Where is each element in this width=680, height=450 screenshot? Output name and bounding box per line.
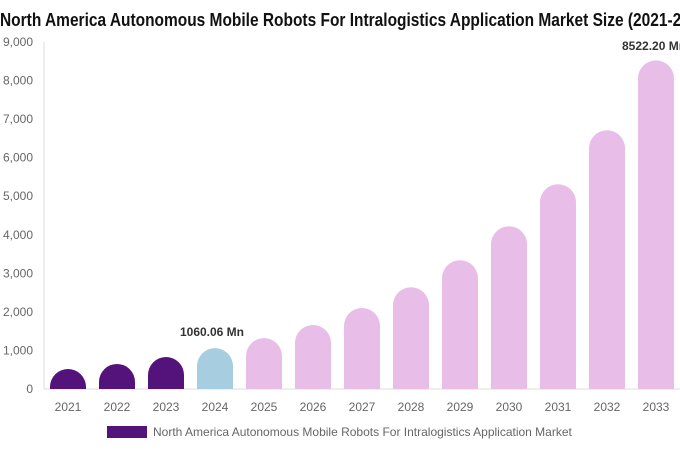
bar-2028 — [393, 287, 429, 389]
bar-2030 — [491, 226, 527, 389]
x-tick-label: 2030 — [496, 400, 523, 414]
y-tick-label: 3,000 — [3, 266, 33, 280]
x-tick-label: 2024 — [202, 400, 229, 414]
y-tick-label: 5,000 — [3, 189, 33, 203]
bar-2026 — [295, 324, 331, 389]
y-tick-label: 2,000 — [3, 305, 33, 319]
x-tick-label: 2023 — [153, 400, 180, 414]
legend-swatch — [107, 426, 147, 438]
x-tick-label: 2033 — [643, 400, 670, 414]
bar-2032 — [589, 130, 625, 389]
y-tick-label: 7,000 — [3, 112, 33, 126]
bar-2033 — [638, 60, 674, 389]
legend: North America Autonomous Mobile Robots F… — [107, 425, 572, 439]
x-tick-label: 2027 — [349, 400, 376, 414]
legend-label: North America Autonomous Mobile Robots F… — [153, 425, 572, 439]
bar-2022 — [99, 363, 135, 389]
bar-2031 — [540, 184, 576, 389]
x-tick-label: 2026 — [300, 400, 327, 414]
x-tick-label: 2032 — [594, 400, 621, 414]
x-tick-label: 2022 — [104, 400, 131, 414]
x-tick-label: 2025 — [251, 400, 278, 414]
y-tick-label: 1,000 — [3, 343, 33, 357]
data-label-2033: 8522.20 Mn — [622, 39, 680, 53]
y-tick-label: 9,000 — [3, 35, 33, 49]
y-tick-label: 0 — [26, 382, 33, 396]
x-tick-label: 2021 — [55, 400, 82, 414]
x-tick-label: 2028 — [398, 400, 425, 414]
chart-title: North America Autonomous Mobile Robots F… — [0, 10, 680, 30]
bar-2029 — [442, 260, 478, 389]
bar-2024 — [197, 348, 233, 389]
y-tick-label: 8,000 — [3, 74, 33, 88]
x-tick-label: 2029 — [447, 400, 474, 414]
y-tick-label: 4,000 — [3, 228, 33, 242]
data-label-2024: 1060.06 Mn — [180, 325, 244, 339]
bar-2027 — [344, 308, 380, 389]
y-tick-label: 6,000 — [3, 151, 33, 165]
x-tick-label: 2031 — [545, 400, 572, 414]
bar-2021 — [50, 368, 86, 389]
bar-2025 — [246, 338, 282, 389]
bar-2023 — [148, 356, 184, 389]
